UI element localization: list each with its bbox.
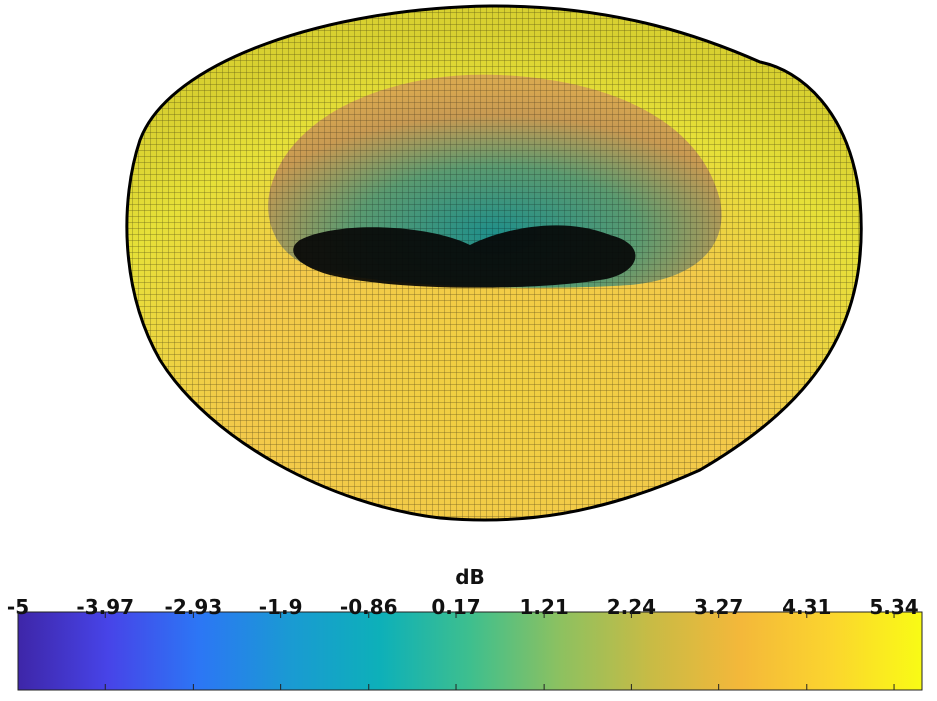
colorbar-tick-label: -5: [7, 595, 29, 619]
colorbar-label: dB: [455, 565, 485, 589]
colorbar: [17, 611, 923, 691]
torus-hole: [293, 225, 636, 288]
surface: [125, 4, 863, 522]
